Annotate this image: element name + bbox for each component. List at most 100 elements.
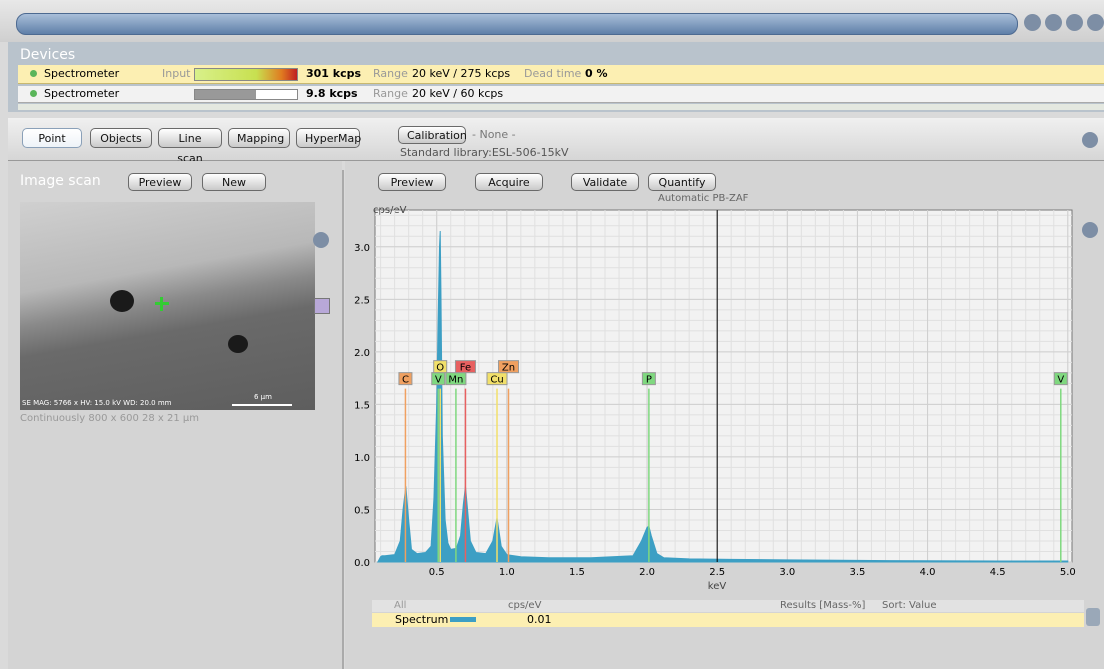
range-label: Range (373, 87, 408, 100)
spectrum-swatch (450, 617, 476, 622)
input-level-bar (194, 68, 298, 81)
tool-icon[interactable] (1082, 222, 1098, 238)
help-button[interactable] (1024, 14, 1041, 31)
element-label-box (433, 360, 448, 374)
element-label-box (1053, 372, 1068, 386)
device-row-clipped (18, 104, 1104, 110)
x-tick-label: 3.5 (849, 567, 865, 578)
title-bar (16, 13, 1018, 35)
calibration-button[interactable]: Calibration (398, 126, 467, 144)
element-label-box (641, 372, 656, 386)
sort-selector[interactable]: Sort: Value (882, 600, 937, 611)
acquire-button[interactable]: Acquire (475, 173, 543, 191)
x-tick-label: 2.5 (709, 567, 725, 578)
maximize-button[interactable] (1066, 14, 1083, 31)
element-label-box (498, 360, 520, 374)
input-label: Input (162, 67, 191, 80)
results-header (372, 600, 1084, 612)
calibration-value: - None - (472, 128, 516, 141)
results-unit: cps/eV (508, 600, 542, 611)
status-dot (30, 90, 37, 97)
element-label-box (486, 372, 508, 386)
tool-icon[interactable] (313, 232, 329, 248)
swap-button[interactable] (1082, 132, 1098, 148)
dead-time-label: Dead time (524, 67, 582, 80)
results-type[interactable]: Results [Mass-%] (780, 600, 866, 611)
quantify-method: Automatic PB-ZAF (658, 193, 749, 204)
element-label-box (398, 372, 413, 386)
dead-time-value: 0 % (585, 67, 608, 80)
y-tick-label: 2.5 (354, 295, 370, 306)
y-tick-label: 3.0 (354, 243, 370, 254)
x-tick-label: 1.5 (569, 567, 585, 578)
status-dot (30, 70, 37, 77)
range-value: 20 keV / 275 kcps (412, 67, 511, 80)
element-label: P (646, 375, 652, 386)
input-rate: 301 kcps (306, 67, 362, 80)
input-rate: 9.8 kcps (306, 87, 358, 100)
devices-title[interactable]: Devices (20, 47, 76, 63)
x-tick-label: 2.0 (639, 567, 655, 578)
splitter[interactable] (342, 170, 344, 669)
delete-icon[interactable] (1086, 608, 1100, 626)
y-tick-label: 0.0 (354, 558, 370, 569)
device-name: Spectrometer (44, 67, 120, 80)
element-label: Cu (490, 375, 503, 386)
x-tick-label: 1.0 (499, 567, 515, 578)
range-label: Range (373, 67, 408, 80)
standard-library: Standard library:ESL-506-15kV (400, 146, 569, 159)
scale-bar (232, 404, 292, 406)
element-label-box (454, 360, 476, 374)
x-tick-label: 4.0 (920, 567, 936, 578)
image-scan-title: Image scan (20, 173, 101, 189)
x-tick-label: 4.5 (990, 567, 1006, 578)
x-tick-label: 5.0 (1060, 567, 1076, 578)
element-label: Mn (448, 375, 463, 386)
quantify-button[interactable]: Quantify (648, 173, 716, 191)
y-tick-label: 2.0 (354, 348, 370, 359)
sem-feature (228, 335, 248, 353)
spectrum-chart: cps/eV keV 0.0 0.5 1.0 1.5 2.0 2.5 3.0 0.5 1.0 1.… (354, 205, 1076, 592)
minimize-button[interactable] (1045, 14, 1062, 31)
input-level-bar (194, 89, 298, 100)
spectrum-area (376, 230, 1069, 563)
new-button[interactable]: New (202, 173, 266, 191)
element-label: Zn (502, 363, 515, 374)
mode-button[interactable]: Objects (90, 128, 152, 148)
element-label: Fe (460, 363, 471, 374)
x-tick-label: 0.5 (429, 567, 445, 578)
element-label: O (436, 363, 444, 374)
spectrum-value: 0.01 (527, 613, 552, 626)
all-checkbox[interactable]: All (394, 600, 407, 611)
y-tick-label: 1.0 (354, 453, 370, 464)
close-button[interactable] (1087, 14, 1104, 31)
mode-button[interactable]: HyperMap (296, 128, 361, 148)
sem-image (20, 202, 315, 410)
tool-icon[interactable] (314, 298, 330, 314)
mode-button[interactable]: Mapping (228, 128, 290, 148)
mode-button[interactable]: Point (22, 128, 82, 148)
element-label: V (1057, 375, 1064, 386)
preview-button[interactable]: Preview (128, 173, 192, 191)
device-row[interactable] (18, 86, 1104, 103)
element-label: C (402, 375, 409, 386)
y-tick-label: 1.5 (354, 400, 370, 411)
element-label: V (435, 375, 442, 386)
x-tick-label: 3.0 (779, 567, 795, 578)
scale-label: 6 µm (254, 393, 272, 401)
sem-feature (110, 290, 134, 312)
device-name: Spectrometer (44, 87, 120, 100)
y-tick-label: 0.5 (354, 505, 370, 516)
spectrum-row[interactable] (372, 613, 1084, 627)
image-info: Continuously 800 x 600 28 x 21 µm (20, 413, 199, 424)
spectrum-name: Spectrum (395, 613, 449, 626)
range-value: 20 keV / 60 kcps (412, 87, 504, 100)
image-overlay: SE MAG: 5766 x HV: 15.0 kV WD: 20.0 mm (22, 399, 172, 407)
mode-button[interactable]: Line scan (158, 128, 222, 165)
spectrum-preview-button[interactable]: Preview (378, 173, 446, 191)
x-axis-label: keV (708, 581, 727, 592)
y-axis-label: cps/eV (373, 205, 407, 216)
point-marker[interactable] (160, 297, 163, 311)
validate-button[interactable]: Validate (571, 173, 639, 191)
